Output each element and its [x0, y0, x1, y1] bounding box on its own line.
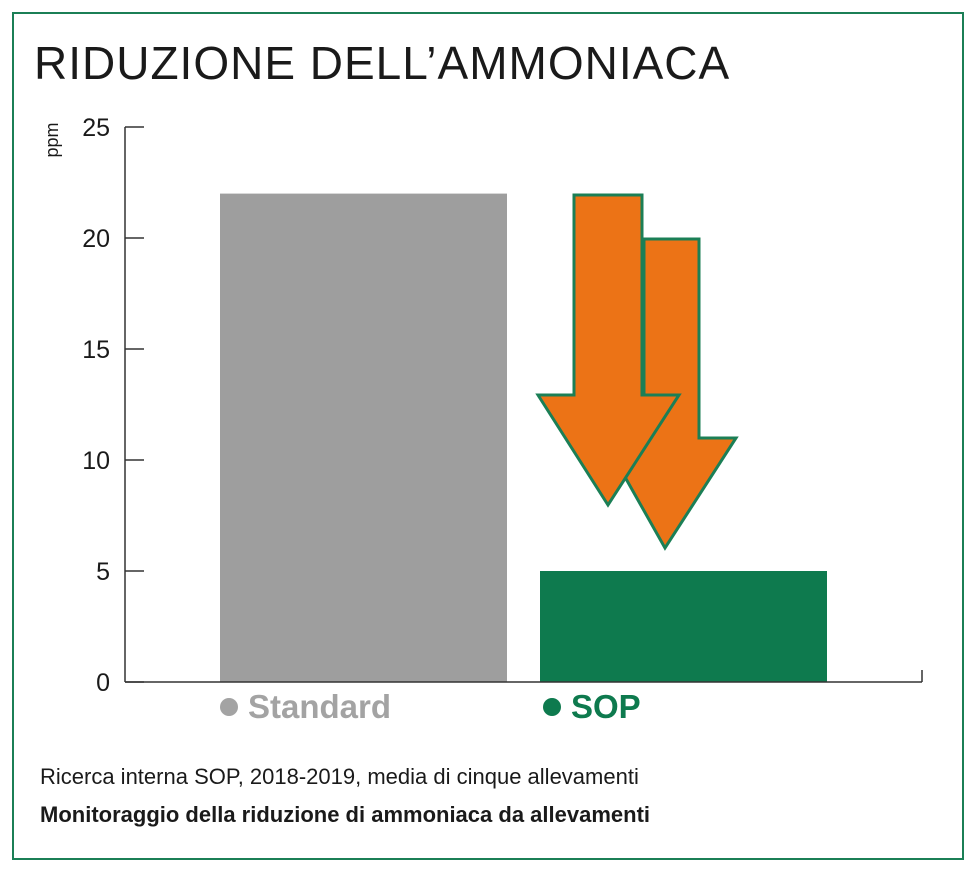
legend-label-sop: SOP — [571, 688, 641, 725]
y-tick-label: 0 — [96, 669, 110, 697]
bar-sop — [540, 571, 827, 682]
y-tick-label: 10 — [82, 447, 110, 475]
reduction-arrows — [535, 193, 739, 551]
y-axis-label: ppm — [42, 122, 62, 157]
chart-title: RIDUZIONE DELL’AMMONIACA — [34, 37, 731, 89]
bar-standard — [220, 193, 507, 682]
legend-label-standard: Standard — [248, 688, 392, 725]
y-tick-label: 15 — [82, 336, 110, 364]
legend-dot-standard — [220, 698, 238, 716]
caption-source: Ricerca interna SOP, 2018-2019, media di… — [40, 764, 639, 789]
caption-subtitle: Monitoraggio della riduzione di ammoniac… — [40, 802, 651, 827]
y-tick-label: 20 — [82, 225, 110, 253]
down-arrow-icon — [535, 193, 682, 508]
legend-dot-sop — [543, 698, 561, 716]
legend-item-standard: Standard — [220, 688, 391, 726]
chart-frame — [12, 12, 964, 860]
y-axis-ticks: 0 5 10 15 20 25 — [82, 114, 144, 697]
legend-item-sop: SOP — [543, 688, 641, 726]
bars — [220, 193, 827, 682]
y-tick-label: 5 — [96, 558, 110, 586]
y-tick-label: 25 — [82, 114, 110, 142]
